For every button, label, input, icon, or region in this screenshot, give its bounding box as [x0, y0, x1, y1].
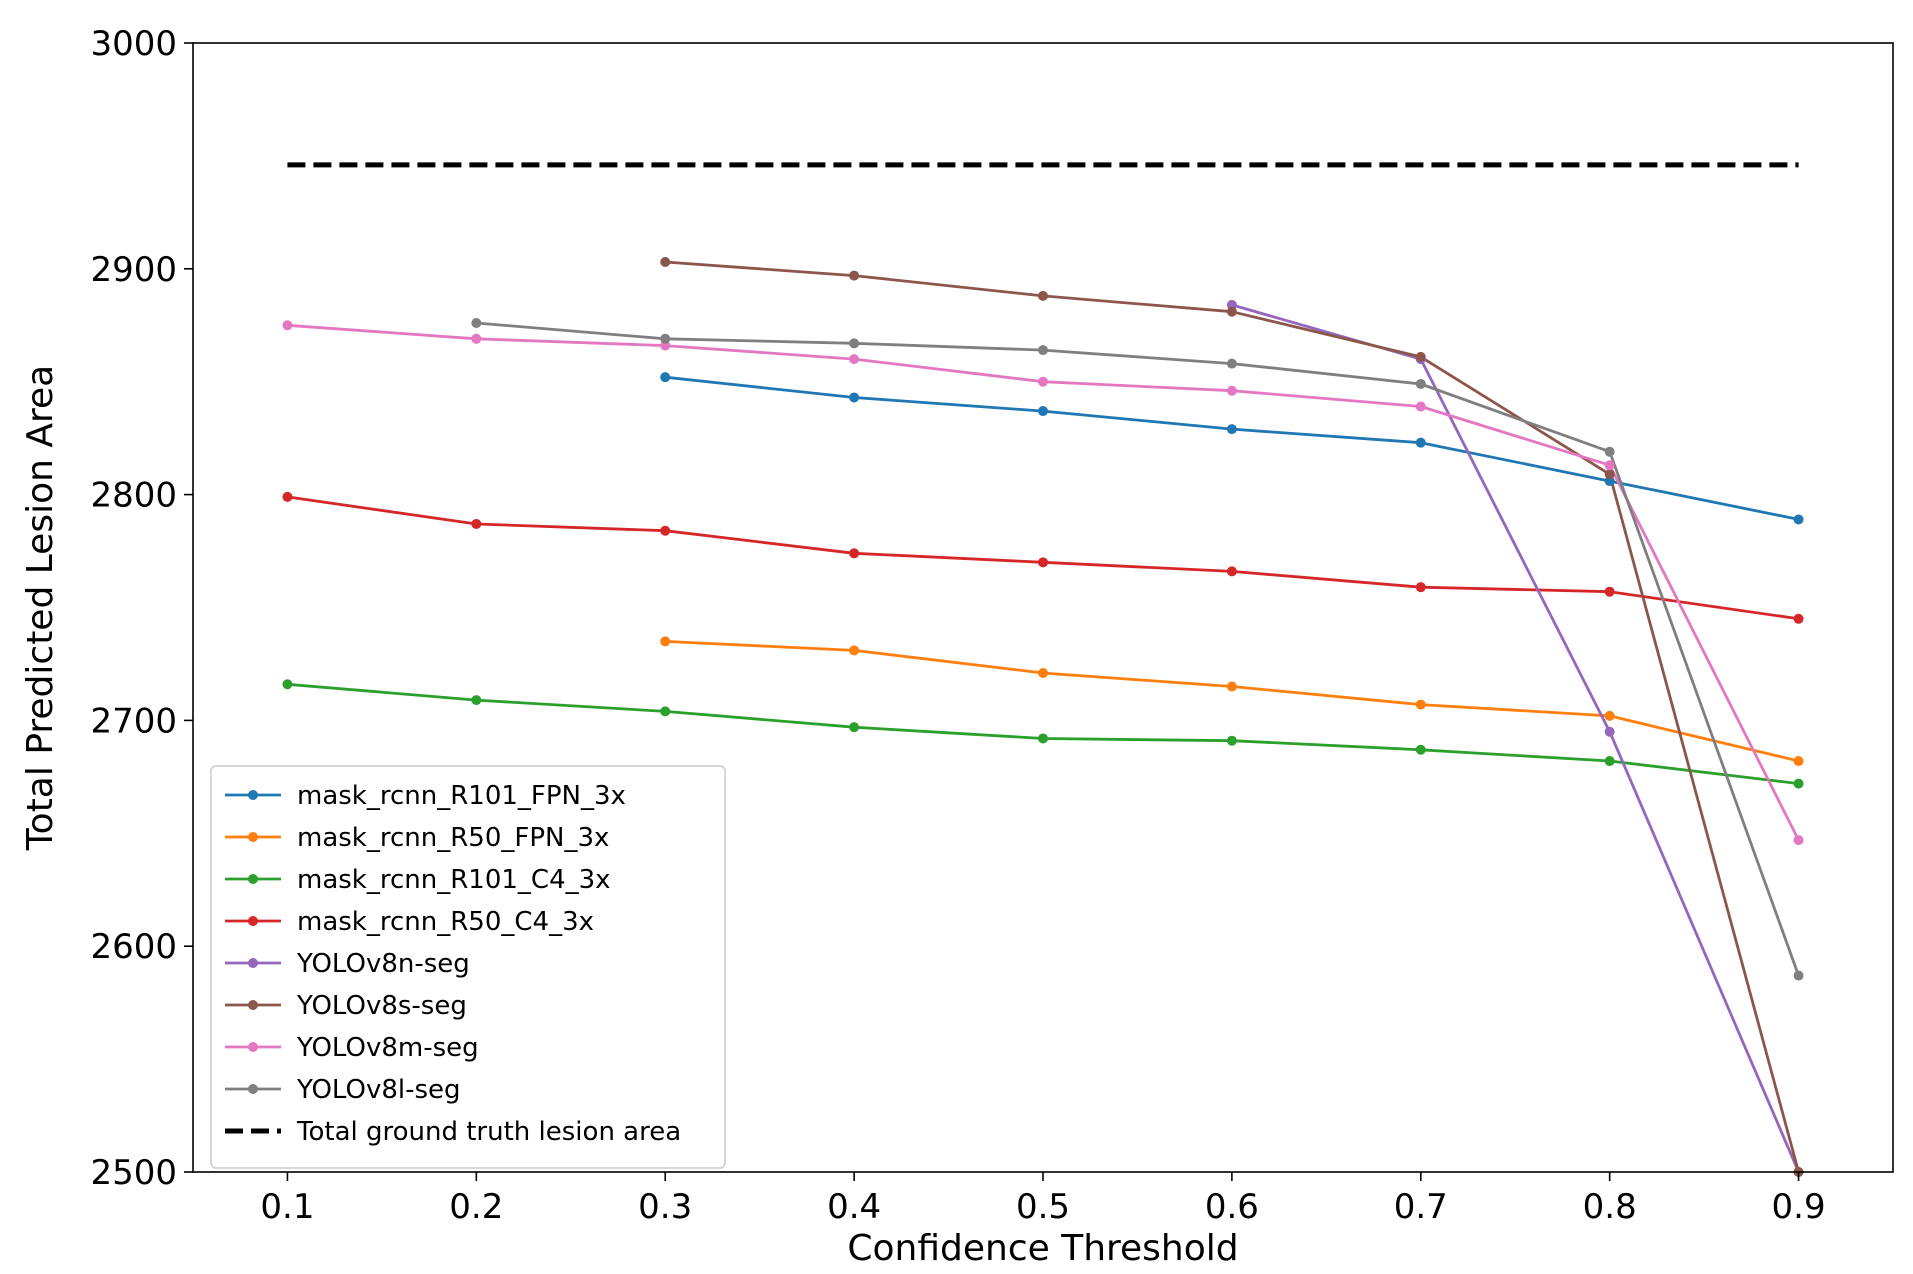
data-point — [1604, 586, 1615, 597]
legend-marker — [248, 1000, 258, 1010]
legend-box — [210, 765, 726, 1169]
data-point — [1038, 733, 1048, 744]
x-tick-label: 0.2 — [449, 1187, 503, 1227]
data-point — [1604, 726, 1615, 737]
data-point — [1604, 710, 1615, 721]
x-tick-label: 0.6 — [1205, 1187, 1259, 1227]
data-point — [1226, 681, 1237, 692]
legend-label: YOLOv8m-seg — [296, 1033, 479, 1063]
data-point — [849, 338, 860, 349]
data-point — [660, 372, 671, 383]
data-point — [1038, 406, 1048, 417]
legend-label: Total ground truth lesion area — [296, 1117, 681, 1147]
data-point — [660, 525, 671, 536]
y-tick-label: 3000 — [90, 24, 177, 64]
legend-label: mask_rcnn_R101_C4_3x — [297, 865, 611, 895]
data-point — [849, 270, 860, 281]
x-tick-label: 0.4 — [827, 1187, 881, 1227]
data-point — [1038, 345, 1048, 356]
series-markers-layer — [282, 257, 1804, 1177]
data-point — [471, 518, 482, 529]
data-point — [471, 317, 482, 328]
data-point — [1226, 424, 1237, 435]
data-point — [660, 706, 671, 717]
legend-label: mask_rcnn_R50_C4_3x — [297, 907, 594, 937]
y-tick-label: 2500 — [90, 1153, 177, 1193]
legend-marker — [248, 790, 258, 800]
legend: mask_rcnn_R101_FPN_3x mask_rcnn_R50_FPN_3… — [210, 765, 726, 1169]
x-tick-label: 0.5 — [1016, 1187, 1070, 1227]
data-point — [1038, 667, 1048, 678]
data-point — [1793, 613, 1804, 624]
data-point — [1415, 744, 1426, 755]
legend-label: YOLOv8s-seg — [296, 991, 467, 1021]
x-axis-label: Confidence Threshold — [847, 1228, 1238, 1269]
y-tick-label: 2700 — [90, 701, 177, 741]
legend-label: mask_rcnn_R101_FPN_3x — [297, 781, 626, 811]
x-tick-label: 0.7 — [1394, 1187, 1448, 1227]
data-point — [282, 320, 293, 331]
legend-marker — [248, 958, 258, 968]
y-tick-label: 2600 — [90, 927, 177, 967]
data-point — [1793, 756, 1804, 767]
legend-marker — [248, 874, 258, 884]
data-point — [1604, 469, 1615, 480]
data-point — [1415, 401, 1426, 412]
data-point — [1793, 970, 1804, 981]
data-point — [1226, 735, 1237, 746]
data-point — [660, 257, 671, 268]
data-point — [1415, 437, 1426, 448]
data-point — [282, 679, 293, 690]
legend-marker — [248, 832, 258, 842]
data-point — [1226, 566, 1237, 577]
data-point — [1226, 306, 1237, 317]
series-line — [665, 260, 1800, 1173]
data-point — [660, 333, 671, 344]
data-point — [1415, 699, 1426, 710]
data-point — [849, 392, 860, 403]
data-point — [1604, 460, 1615, 471]
x-tick-label: 0.8 — [1583, 1187, 1637, 1227]
axes-layer: 0.1 0.2 0.3 0.4 0.5 0.6 0.7 0.8 0.9 2500 2600 2700 2… — [90, 24, 1894, 1227]
data-point — [1226, 385, 1237, 396]
data-point — [1793, 514, 1804, 525]
data-point — [849, 354, 860, 365]
data-point — [1038, 376, 1048, 387]
data-point — [660, 636, 671, 647]
legend-label: mask_rcnn_R50_FPN_3x — [297, 823, 609, 853]
data-point — [849, 645, 860, 656]
legend-label: YOLOv8l-seg — [296, 1075, 461, 1105]
data-point — [1038, 557, 1048, 568]
legend-label: YOLOv8n-seg — [296, 949, 470, 979]
data-point — [1226, 358, 1237, 369]
data-point — [1415, 351, 1426, 362]
y-tick-label: 2800 — [90, 476, 177, 516]
data-point — [1793, 778, 1804, 789]
legend-marker — [248, 1042, 258, 1052]
y-tick-label: 2900 — [90, 250, 177, 290]
data-point — [849, 722, 860, 733]
data-point — [1415, 582, 1426, 593]
data-point — [849, 548, 860, 559]
x-tick-label: 0.3 — [638, 1187, 692, 1227]
legend-marker — [248, 916, 258, 926]
data-point — [471, 333, 482, 344]
x-tick-label: 0.9 — [1772, 1187, 1826, 1227]
series-line — [665, 375, 1799, 521]
data-point — [1604, 446, 1615, 457]
data-point — [282, 491, 293, 502]
series-line — [1231, 303, 1800, 1173]
y-axis-label: Total Predicted Lesion Area — [20, 365, 61, 851]
data-point — [1415, 378, 1426, 389]
legend-marker — [248, 1084, 258, 1094]
data-point — [1604, 756, 1615, 767]
data-point — [1793, 835, 1804, 846]
series-line — [476, 321, 1800, 977]
x-tick-label: 0.1 — [260, 1187, 314, 1227]
series-line — [287, 323, 1800, 841]
data-point — [1038, 290, 1048, 301]
data-point — [471, 695, 482, 706]
